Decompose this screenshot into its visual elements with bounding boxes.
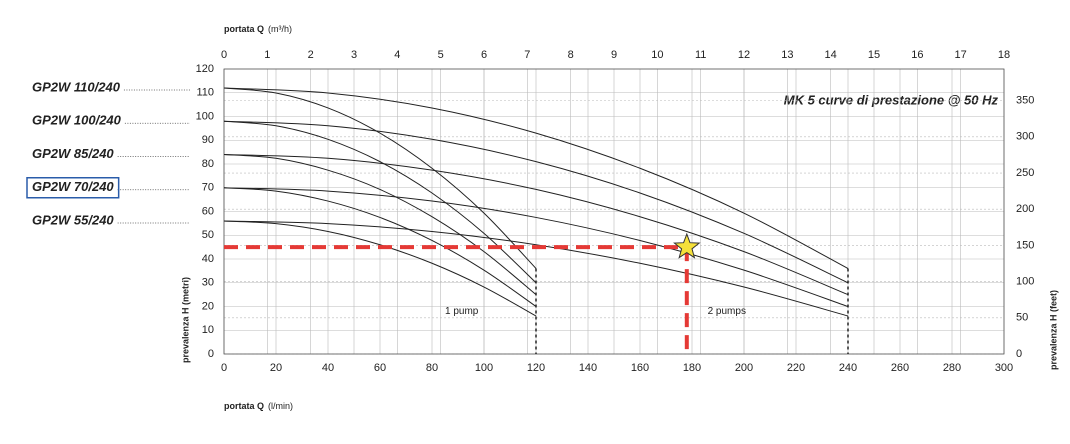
axis-label: portata Q xyxy=(224,24,264,34)
x2-tick-label: 18 xyxy=(998,49,1010,61)
y2-tick-label: 300 xyxy=(1016,131,1034,143)
x-tick-label: 120 xyxy=(527,362,545,374)
selection-box xyxy=(26,177,120,199)
pump-curve xyxy=(223,187,537,307)
x2-tick-label: 8 xyxy=(568,49,574,61)
y-axis-label: prevalenza H (metri) xyxy=(180,277,190,363)
operating-point xyxy=(673,232,701,259)
x-tick-label: 300 xyxy=(995,362,1013,374)
model-label: GP2W 70/240 xyxy=(32,179,114,194)
x2-tick-label: 9 xyxy=(611,49,617,61)
x-tick-label: 140 xyxy=(579,362,597,374)
x-tick-label: 20 xyxy=(270,362,282,374)
x2-tick-label: 0 xyxy=(221,49,227,61)
x-tick-label: 180 xyxy=(683,362,701,374)
y2-tick-label: 50 xyxy=(1016,312,1028,324)
axis-unit: (m³/h) xyxy=(268,24,292,34)
y-tick-label: 20 xyxy=(202,300,214,312)
y-tick-label: 0 xyxy=(208,348,214,360)
y-tick-label: 80 xyxy=(202,158,214,170)
x-tick-label: 280 xyxy=(943,362,961,374)
y-tick-label: 50 xyxy=(202,229,214,241)
x-tick-label: 240 xyxy=(839,362,857,374)
pump-curve xyxy=(223,87,849,269)
x-tick-label: 100 xyxy=(475,362,493,374)
x2-tick-label: 5 xyxy=(438,49,444,61)
x-tick-label: 160 xyxy=(631,362,649,374)
x2-tick-label: 15 xyxy=(868,49,880,61)
y-tick-label: 90 xyxy=(202,134,214,146)
y-tick-label: 110 xyxy=(196,87,214,99)
x2-tick-label: 6 xyxy=(481,49,487,61)
chart-title: MK 5 curve di prestazione @ 50 Hz xyxy=(784,92,999,107)
y-tick-label: 120 xyxy=(196,63,214,75)
x-tick-label: 220 xyxy=(787,362,805,374)
pump-curve xyxy=(223,154,537,296)
pump-curve xyxy=(223,120,849,284)
y2-tick-label: 250 xyxy=(1016,167,1034,179)
x2-tick-label: 14 xyxy=(825,49,837,61)
pump-curve xyxy=(223,220,537,317)
pump-curve xyxy=(223,154,849,296)
y2-tick-label: 350 xyxy=(1016,95,1034,107)
x2-tick-label: 16 xyxy=(911,49,923,61)
y2-tick-label: 0 xyxy=(1016,348,1022,360)
y2-tick-label: 100 xyxy=(1016,276,1034,288)
x-tick-label: 260 xyxy=(891,362,909,374)
axis-unit: (l/min) xyxy=(268,401,293,411)
x-tick-label: 80 xyxy=(426,362,438,374)
x2-tick-label: 11 xyxy=(695,49,706,61)
x2-tick-label: 17 xyxy=(955,49,967,61)
y2-axis-label: prevalenza H (feet) xyxy=(1048,290,1058,370)
y-tick-label: 100 xyxy=(196,110,214,122)
pump-curve xyxy=(223,120,537,284)
pump-curve xyxy=(223,87,537,269)
y2-tick-label: 200 xyxy=(1016,203,1034,215)
pump-curve xyxy=(223,220,849,317)
x2-tick-label: 7 xyxy=(524,49,530,61)
x2-tick-label: 1 xyxy=(264,49,270,61)
y-tick-label: 40 xyxy=(202,253,214,265)
x2-tick-label: 10 xyxy=(651,49,663,61)
top-axis-label: portata Q (m³/h) xyxy=(224,24,292,34)
x-tick-label: 60 xyxy=(374,362,386,374)
y-tick-label: 10 xyxy=(202,324,214,336)
model-label: GP2W 55/240 xyxy=(32,212,114,227)
pump-curve xyxy=(223,187,849,307)
bottom-axis-label: portata Q (l/min) xyxy=(224,401,293,411)
x-tick-label: 40 xyxy=(322,362,334,374)
x2-tick-label: 3 xyxy=(351,49,357,61)
x-tick-label: 200 xyxy=(735,362,753,374)
x-tick-label: 0 xyxy=(221,362,227,374)
y-tick-label: 30 xyxy=(202,277,214,289)
plot-frame xyxy=(223,68,1005,355)
model-label: GP2W 100/240 xyxy=(32,113,122,128)
y-tick-label: 60 xyxy=(202,205,214,217)
y-tick-label: 70 xyxy=(202,182,214,194)
model-label: GP2W 110/240 xyxy=(32,79,121,94)
annotation: 2 pumps xyxy=(708,306,746,317)
y2-tick-label: 150 xyxy=(1016,239,1034,251)
x2-tick-label: 4 xyxy=(394,49,400,61)
model-label: GP2W 85/240 xyxy=(32,146,114,161)
x2-tick-label: 2 xyxy=(308,49,314,61)
x2-tick-label: 12 xyxy=(738,49,750,61)
annotation: 1 pump xyxy=(445,306,479,317)
x2-tick-label: 13 xyxy=(781,49,793,61)
axis-label: portata Q xyxy=(224,401,264,411)
